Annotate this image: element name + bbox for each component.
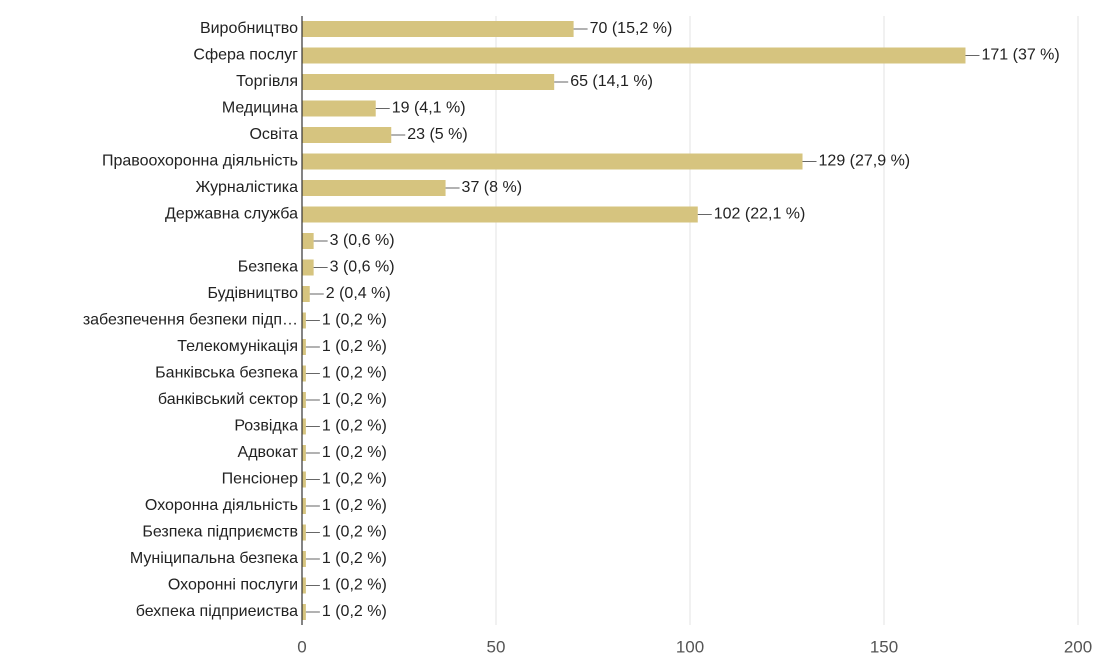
x-tick-label: 100 <box>676 637 704 656</box>
y-tick-label: Пенсіонер <box>222 471 298 488</box>
value-label: 23 (5 %) <box>407 126 467 143</box>
bar <box>302 498 306 514</box>
bar <box>302 47 966 64</box>
value-label: 1 (0,2 %) <box>322 444 387 461</box>
bar <box>302 604 306 620</box>
y-tick-label: банківський сектор <box>158 391 298 408</box>
bar <box>302 339 306 355</box>
value-label: 1 (0,2 %) <box>322 312 387 329</box>
value-label: 1 (0,2 %) <box>322 577 387 594</box>
y-tick-label: Торгівля <box>236 73 298 90</box>
x-tick-label: 150 <box>870 637 898 656</box>
bar <box>302 100 376 117</box>
value-label: 129 (27,9 %) <box>819 153 911 170</box>
value-label: 70 (15,2 %) <box>590 20 673 37</box>
bar <box>302 551 306 567</box>
x-tick-label: 50 <box>487 637 506 656</box>
y-tick-label: Охоронна діяльність <box>145 497 298 514</box>
bar <box>302 312 306 329</box>
y-tick-label: Сфера послуг <box>193 47 298 64</box>
bar <box>302 445 306 461</box>
y-tick-label: Банківська безпека <box>155 365 298 382</box>
y-tick-label: Будівництво <box>208 285 299 302</box>
y-tick-label: Безпека підприємств <box>142 524 298 541</box>
y-tick-label: Освіта <box>249 126 298 143</box>
value-label: 3 (0,6 %) <box>330 259 395 276</box>
value-label: 1 (0,2 %) <box>322 550 387 567</box>
value-label: 1 (0,2 %) <box>322 365 387 382</box>
bar <box>302 233 314 249</box>
value-label: 171 (37 %) <box>981 47 1059 64</box>
value-label: 1 (0,2 %) <box>322 524 387 541</box>
y-tick-label: Муніципальна безпека <box>130 550 298 567</box>
bar <box>302 74 555 90</box>
value-label: 102 (22,1 %) <box>714 206 806 223</box>
y-tick-label: Розвідка <box>234 418 298 435</box>
value-label: 1 (0,2 %) <box>322 338 387 355</box>
bar <box>302 418 306 435</box>
y-tick-label: Безпека <box>238 259 298 276</box>
value-label: 65 (14,1 %) <box>570 73 653 90</box>
y-tick-label: Охоронні послуги <box>168 577 298 594</box>
bar <box>302 153 803 170</box>
value-label: 1 (0,2 %) <box>322 391 387 408</box>
y-tick-label: Журналістика <box>196 179 299 196</box>
bar <box>302 21 574 37</box>
bar <box>302 577 306 594</box>
value-label: 1 (0,2 %) <box>322 471 387 488</box>
value-label: 37 (8 %) <box>462 179 522 196</box>
bar <box>302 524 306 541</box>
value-label: 19 (4,1 %) <box>392 100 466 117</box>
bar <box>302 180 446 196</box>
x-tick-label: 0 <box>297 637 306 656</box>
y-tick-label: бехпека підприеиства <box>136 603 298 620</box>
bar <box>302 471 306 488</box>
bar <box>302 206 698 223</box>
bar <box>302 365 306 382</box>
y-tick-label: Державна служба <box>165 206 298 223</box>
bar <box>302 286 310 302</box>
bar <box>302 392 306 408</box>
value-label: 2 (0,4 %) <box>326 285 391 302</box>
value-label: 1 (0,2 %) <box>322 497 387 514</box>
bar <box>302 259 314 276</box>
y-tick-label: Правоохоронна діяльність <box>102 153 298 170</box>
y-tick-label: забезпечення безпеки підп… <box>83 312 298 329</box>
value-label: 3 (0,6 %) <box>330 232 395 249</box>
y-tick-label: Телекомунікація <box>177 338 298 355</box>
y-tick-label: Адвокат <box>238 444 299 461</box>
bar <box>302 127 392 143</box>
value-label: 1 (0,2 %) <box>322 418 387 435</box>
x-tick-label: 200 <box>1064 637 1092 656</box>
value-label: 1 (0,2 %) <box>322 603 387 620</box>
y-tick-label: Медицина <box>222 100 298 117</box>
y-tick-label: Виробництво <box>200 20 298 37</box>
